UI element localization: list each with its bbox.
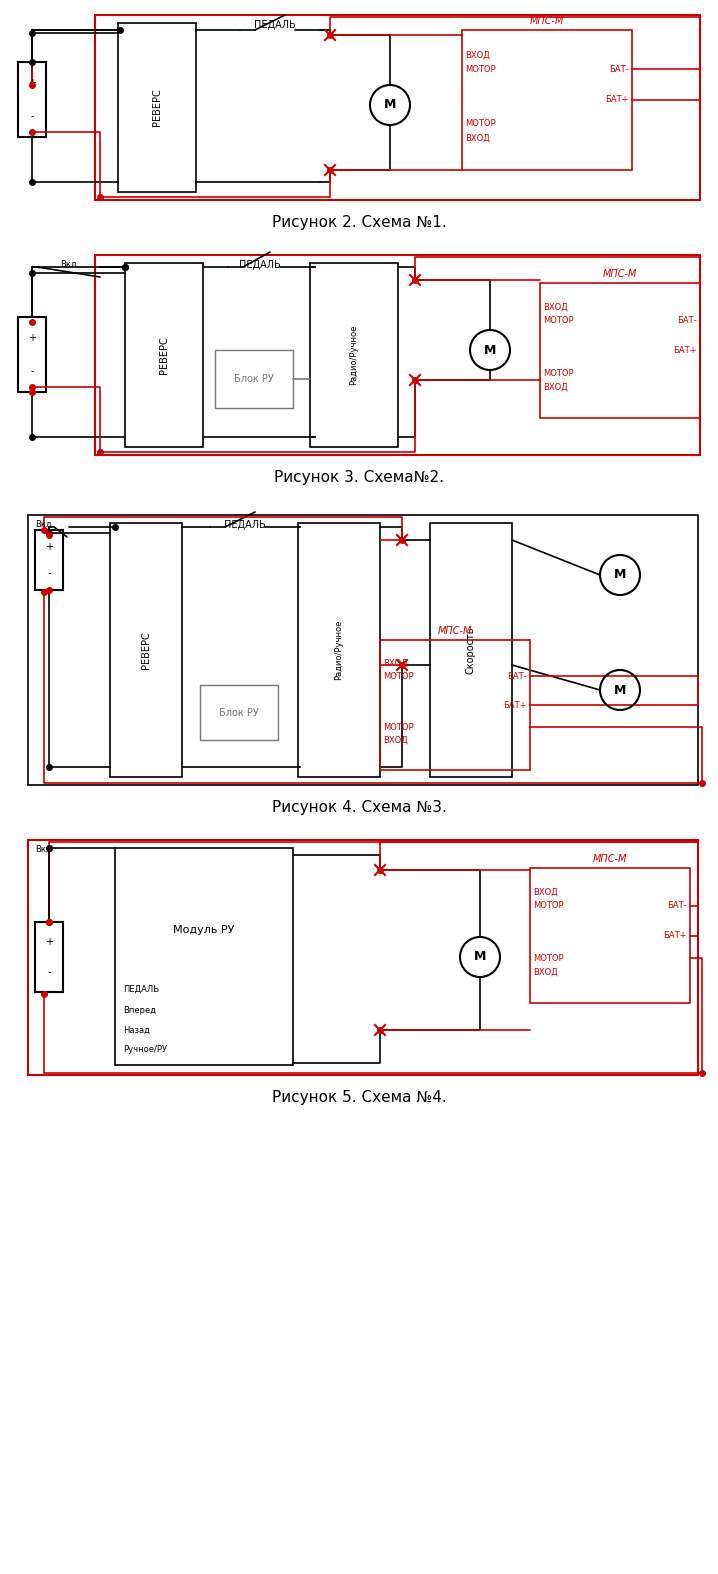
Text: ВХОД: ВХОД	[533, 968, 558, 976]
Text: Ручное/РУ: Ручное/РУ	[123, 1045, 167, 1055]
Text: ВХОД: ВХОД	[383, 660, 408, 667]
Text: БАТ+: БАТ+	[663, 930, 687, 940]
Bar	[298, 523, 380, 778]
Text: M: M	[474, 951, 486, 963]
Text: Блок РУ: Блок РУ	[234, 375, 274, 384]
Text: МОТОР: МОТОР	[465, 120, 495, 129]
Text: Скорость: Скорость	[466, 626, 476, 674]
Text: M: M	[614, 683, 626, 697]
Text: БАТ-: БАТ-	[610, 65, 629, 74]
Text: БАТ+: БАТ+	[503, 700, 527, 710]
Text: +: +	[45, 937, 53, 946]
Text: Рисунок 5. Схема №4.: Рисунок 5. Схема №4.	[271, 1091, 447, 1105]
Text: МОТОР: МОТОР	[383, 672, 414, 682]
Text: МПС-М: МПС-М	[530, 16, 564, 27]
Bar	[28, 515, 698, 785]
Bar	[310, 263, 398, 447]
Bar	[125, 263, 203, 447]
Text: ВХОД: ВХОД	[543, 382, 568, 392]
Text: ПЕДАЛЬ: ПЕДАЛЬ	[254, 20, 296, 30]
Text: Вкл: Вкл	[35, 845, 52, 855]
Text: ВХОД: ВХОД	[533, 888, 558, 897]
Text: Назад: Назад	[123, 1026, 150, 1034]
Text: РЕВЕРС: РЕВЕРС	[152, 88, 162, 126]
Text: ВХОД: ВХОД	[383, 735, 408, 745]
Text: Радио/Ручное: Радио/Ручное	[335, 620, 343, 680]
Bar	[530, 867, 690, 1003]
Text: Блок РУ: Блок РУ	[219, 707, 259, 718]
Bar	[18, 316, 46, 392]
Bar	[115, 848, 293, 1066]
Text: Рисунок 2. Схема №1.: Рисунок 2. Схема №1.	[271, 216, 447, 230]
Text: -: -	[47, 568, 51, 578]
Bar	[28, 841, 698, 1075]
Text: ПЕДАЛЬ: ПЕДАЛЬ	[123, 985, 159, 993]
Bar	[462, 30, 632, 170]
Text: БАТ+: БАТ+	[673, 346, 697, 356]
Text: МОТОР: МОТОР	[533, 902, 564, 910]
Text: БАТ+: БАТ+	[605, 96, 629, 104]
Text: РЕВЕРС: РЕВЕРС	[159, 337, 169, 375]
Bar	[35, 530, 63, 590]
Bar	[95, 16, 700, 200]
Text: Радио/Ручное: Радио/Ручное	[350, 324, 358, 386]
Text: БАТ-: БАТ-	[667, 902, 687, 910]
Text: Рисунок 3. Схема№2.: Рисунок 3. Схема№2.	[274, 471, 444, 485]
Text: +: +	[28, 334, 36, 343]
Text: МОТОР: МОТОР	[543, 368, 574, 378]
Text: Модуль РУ: Модуль РУ	[173, 926, 235, 935]
Text: +: +	[45, 541, 53, 552]
Text: БАТ-: БАТ-	[508, 672, 527, 682]
Bar	[540, 283, 700, 419]
Text: МОТОР: МОТОР	[465, 65, 495, 74]
Bar	[35, 922, 63, 992]
Text: МОТОР: МОТОР	[543, 316, 574, 326]
Text: ВХОД: ВХОД	[465, 134, 490, 142]
Bar	[215, 349, 293, 408]
Bar	[18, 61, 46, 137]
Text: БАТ-: БАТ-	[677, 316, 697, 326]
Bar	[200, 685, 278, 740]
Text: Рисунок 4. Схема №3.: Рисунок 4. Схема №3.	[271, 800, 447, 815]
Text: ПЕДАЛЬ: ПЕДАЛЬ	[224, 519, 266, 530]
Text: +: +	[28, 79, 36, 88]
Text: МПС-М: МПС-М	[593, 855, 628, 864]
Text: M: M	[484, 343, 496, 356]
Bar	[110, 523, 182, 778]
Bar	[118, 24, 196, 192]
Text: Вкл: Вкл	[60, 260, 76, 269]
Bar	[430, 523, 512, 778]
Text: МПС-М: МПС-М	[603, 269, 637, 279]
Bar	[380, 641, 530, 770]
Bar	[95, 255, 700, 455]
Text: -: -	[47, 968, 51, 977]
Text: МОТОР: МОТОР	[383, 722, 414, 732]
Text: ПЕДАЛЬ: ПЕДАЛЬ	[239, 260, 281, 271]
Text: -: -	[30, 112, 34, 121]
Text: РЕВЕРС: РЕВЕРС	[141, 631, 151, 669]
Text: МОТОР: МОТОР	[533, 954, 564, 963]
Text: M: M	[384, 99, 396, 112]
Text: Вперед: Вперед	[123, 1006, 156, 1015]
Text: -: -	[30, 367, 34, 376]
Text: M: M	[614, 568, 626, 581]
Text: МПС-М: МПС-М	[438, 626, 472, 636]
Text: ВХОД: ВХОД	[543, 302, 568, 312]
Text: ВХОД: ВХОД	[465, 50, 490, 60]
Text: Вкл: Вкл	[35, 519, 52, 529]
